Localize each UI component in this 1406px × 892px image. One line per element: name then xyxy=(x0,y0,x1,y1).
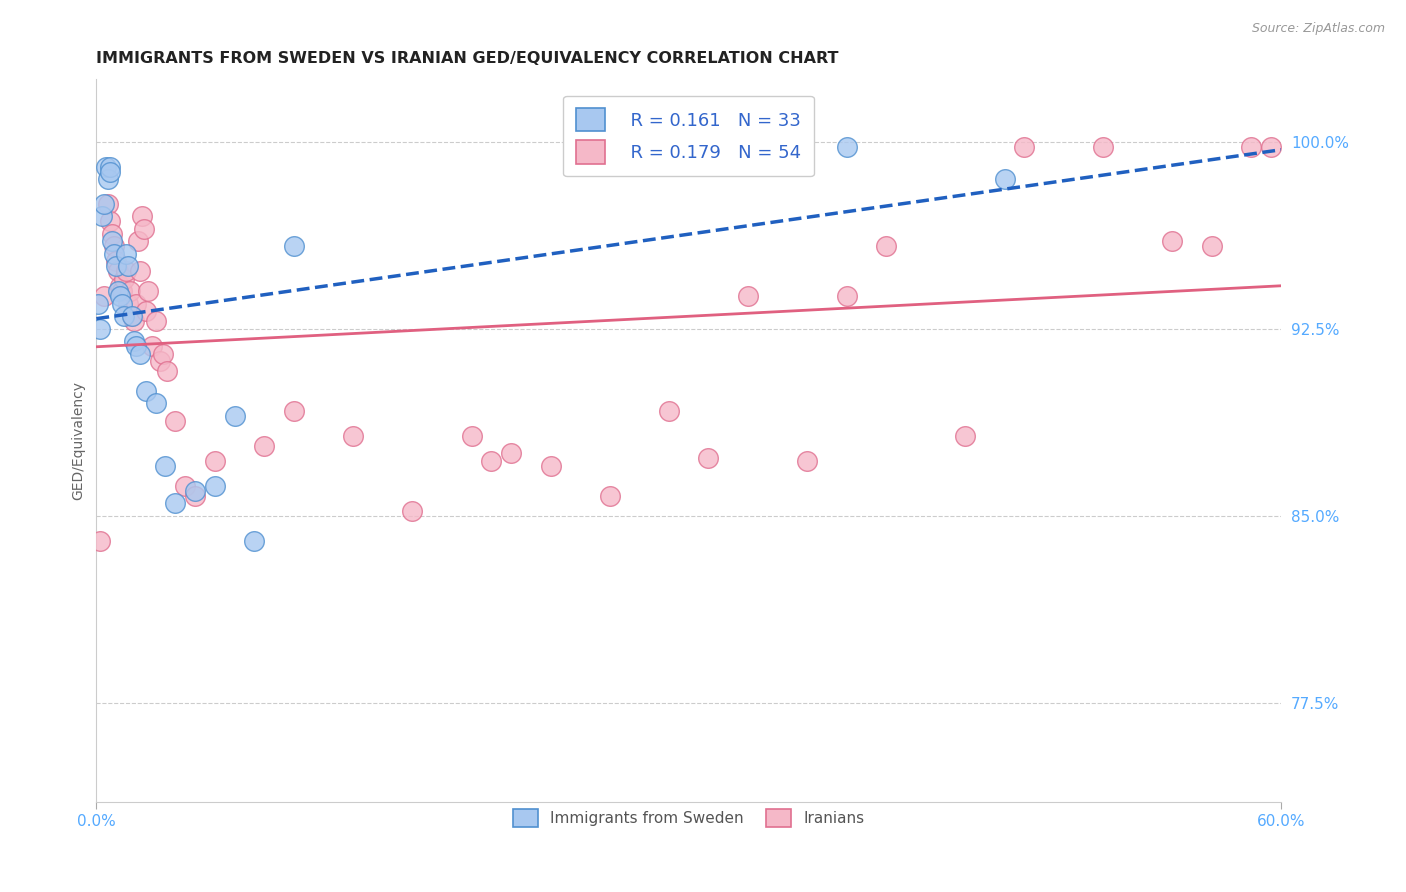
Legend: Immigrants from Sweden, Iranians: Immigrants from Sweden, Iranians xyxy=(506,801,872,834)
Point xyxy=(1240,139,1263,153)
Point xyxy=(204,478,226,492)
Point xyxy=(93,289,115,303)
Point xyxy=(283,404,305,418)
Point xyxy=(835,289,858,303)
Point xyxy=(253,439,276,453)
Point xyxy=(111,296,134,310)
Point xyxy=(184,483,207,498)
Point xyxy=(243,533,266,548)
Y-axis label: GED/Equivalency: GED/Equivalency xyxy=(72,381,86,500)
Point xyxy=(122,334,145,348)
Point xyxy=(105,254,128,268)
Point xyxy=(107,284,129,298)
Point xyxy=(117,296,139,310)
Text: Source: ZipAtlas.com: Source: ZipAtlas.com xyxy=(1251,22,1385,36)
Point xyxy=(148,354,170,368)
Point xyxy=(145,396,167,410)
Point xyxy=(460,429,482,443)
Point xyxy=(599,489,621,503)
Point xyxy=(103,239,125,253)
Point xyxy=(499,446,522,460)
Point xyxy=(224,409,246,423)
Point xyxy=(152,346,174,360)
Point xyxy=(122,314,145,328)
Point xyxy=(128,264,150,278)
Point xyxy=(96,160,118,174)
Point xyxy=(156,364,179,378)
Point xyxy=(97,172,120,186)
Point xyxy=(283,239,305,253)
Point xyxy=(1260,139,1282,153)
Point xyxy=(1092,139,1115,153)
Point xyxy=(1201,239,1223,253)
Point xyxy=(737,289,759,303)
Point xyxy=(165,496,187,510)
Point xyxy=(121,309,143,323)
Point xyxy=(697,451,720,466)
Point xyxy=(115,247,138,261)
Point xyxy=(117,260,139,274)
Point xyxy=(89,321,111,335)
Point xyxy=(89,533,111,548)
Point xyxy=(98,214,121,228)
Point xyxy=(131,210,153,224)
Point xyxy=(658,404,681,418)
Point xyxy=(155,458,177,473)
Point xyxy=(141,339,163,353)
Point xyxy=(135,384,157,398)
Point xyxy=(658,139,681,153)
Point xyxy=(91,210,114,224)
Point xyxy=(128,346,150,360)
Point xyxy=(108,279,131,293)
Point xyxy=(136,284,159,298)
Point xyxy=(145,314,167,328)
Point xyxy=(796,454,818,468)
Point xyxy=(93,197,115,211)
Point xyxy=(108,289,131,303)
Point xyxy=(127,235,149,249)
Point xyxy=(875,239,897,253)
Point xyxy=(103,247,125,261)
Point xyxy=(118,284,141,298)
Point xyxy=(125,296,148,310)
Point xyxy=(953,429,976,443)
Point xyxy=(112,272,135,286)
Point xyxy=(105,260,128,274)
Point xyxy=(204,454,226,468)
Point xyxy=(121,309,143,323)
Point xyxy=(112,309,135,323)
Point xyxy=(174,478,197,492)
Point xyxy=(97,197,120,211)
Point xyxy=(135,304,157,318)
Point xyxy=(107,264,129,278)
Point xyxy=(101,227,124,241)
Point xyxy=(835,139,858,153)
Text: IMMIGRANTS FROM SWEDEN VS IRANIAN GED/EQUIVALENCY CORRELATION CHART: IMMIGRANTS FROM SWEDEN VS IRANIAN GED/EQ… xyxy=(97,51,839,66)
Point xyxy=(1161,235,1184,249)
Point xyxy=(165,414,187,428)
Point xyxy=(342,429,364,443)
Point xyxy=(540,458,562,473)
Point xyxy=(111,284,134,298)
Point xyxy=(132,222,155,236)
Point xyxy=(98,160,121,174)
Point xyxy=(115,264,138,278)
Point xyxy=(101,235,124,249)
Point xyxy=(184,489,207,503)
Point xyxy=(87,296,110,310)
Point xyxy=(125,339,148,353)
Point xyxy=(994,172,1017,186)
Point xyxy=(1014,139,1036,153)
Point xyxy=(401,503,423,517)
Point xyxy=(479,454,502,468)
Point xyxy=(98,164,121,178)
